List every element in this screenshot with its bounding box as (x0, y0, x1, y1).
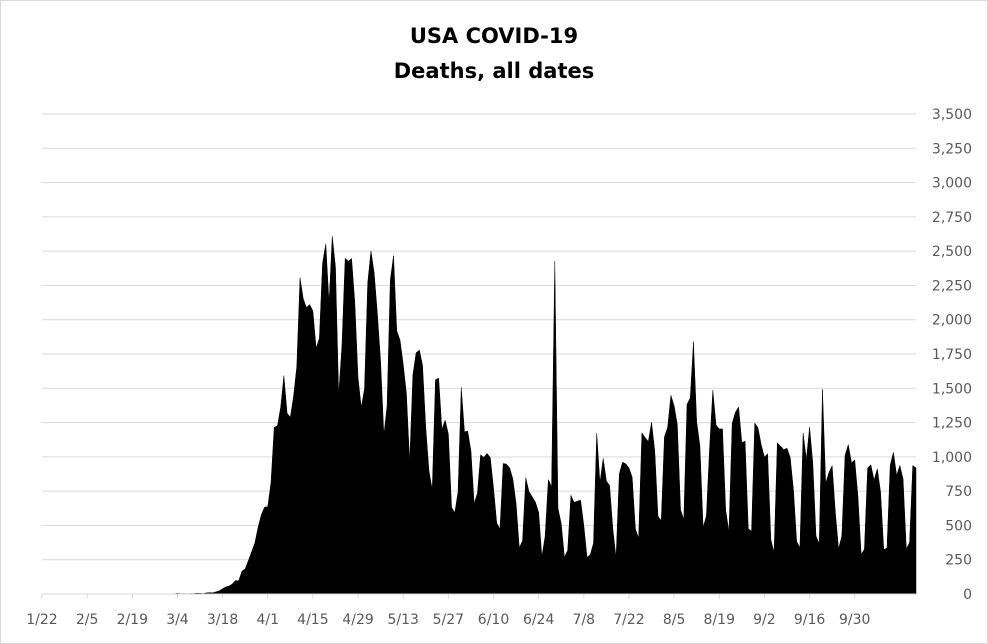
x-tick-label: 1/22 (26, 612, 57, 628)
chart-title: USA COVID-19 (409, 24, 579, 48)
x-tick-label: 4/29 (342, 612, 373, 628)
y-tick-label: 1,000 (932, 450, 972, 466)
y-tick-label: 3,250 (932, 141, 972, 157)
y-tick-label: 2,000 (932, 313, 972, 329)
y-tick-label: 2,250 (932, 278, 972, 294)
y-tick-label: 3,000 (932, 176, 972, 192)
x-tick-label: 3/18 (207, 612, 238, 628)
x-tick-label: 7/8 (573, 612, 596, 628)
y-tick-label: 1,500 (932, 381, 972, 397)
x-tick-label: 5/13 (387, 612, 418, 628)
chart-subtitle: Deaths, all dates (393, 59, 595, 83)
x-axis: 1/22 2/5 2/19 3/4 3/18 4/1 4/15 4/29 5/13 5/27 6/1… (26, 593, 916, 628)
x-tick-label: 9/30 (839, 612, 870, 628)
x-tick-label: 9/2 (753, 612, 776, 628)
y-axis: 0 250 500 750 1,000 1,250 1,500 1,750 2,000 2,250… (932, 107, 972, 603)
y-tick-label: 1,750 (932, 347, 972, 363)
x-tick-label: 2/19 (117, 612, 148, 628)
area-series (42, 236, 917, 595)
y-tick-label: 2,750 (932, 210, 972, 226)
y-tick-label: 750 (945, 484, 972, 500)
y-tick-label: 3,500 (932, 107, 972, 123)
x-tick-label: 4/15 (297, 612, 328, 628)
y-tick-label: 0 (963, 587, 972, 603)
y-tick-label: 2,500 (932, 244, 972, 260)
y-tick-label: 250 (945, 553, 972, 569)
x-tick-label: 6/24 (523, 612, 555, 628)
x-tick-label: 6/10 (478, 612, 509, 628)
deaths-area (42, 236, 917, 595)
x-tick-label: 9/16 (794, 612, 826, 628)
x-tick-label: 4/1 (256, 612, 279, 628)
y-tick-label: 1,250 (932, 416, 972, 432)
x-tick-label: 7/22 (613, 612, 644, 628)
y-tick-label: 500 (945, 518, 972, 534)
x-tick-label: 8/5 (663, 612, 686, 628)
x-tick-label: 2/5 (76, 612, 99, 628)
x-tick-label: 3/4 (166, 612, 189, 628)
x-tick-label: 5/27 (433, 612, 464, 628)
x-tick-label: 8/19 (704, 612, 735, 628)
